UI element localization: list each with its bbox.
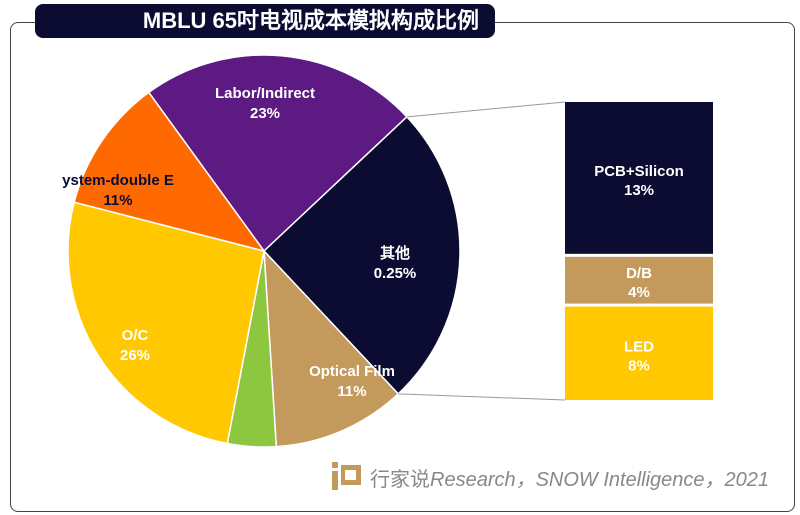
- breakdown-name-label: D/B: [626, 265, 652, 282]
- pie-slice: [67, 201, 265, 445]
- breakdown-value-label: 4%: [628, 284, 650, 301]
- breakdown-name-label: PCB+Silicon: [594, 163, 684, 180]
- slice-value-label: 23%: [250, 105, 280, 122]
- slice-name-label: O/C: [122, 327, 149, 344]
- slice-name-label: Optical Film: [309, 363, 395, 380]
- breakdown-bar-segment: [565, 256, 713, 304]
- breakdown-value-label: 8%: [628, 357, 650, 374]
- source-cn: 行家说: [370, 468, 430, 491]
- breakdown-name-label: LED: [624, 338, 654, 355]
- slice-value-label: 0.25%: [374, 265, 417, 282]
- breakdown-bar-segment: [565, 306, 713, 400]
- slice-name-label: 其他: [380, 244, 410, 262]
- logo-icon: [332, 462, 361, 490]
- connector-line: [398, 393, 566, 401]
- slice-name-label: ystem-double E: [62, 172, 174, 189]
- breakdown-value-label: 13%: [624, 182, 654, 199]
- pie-slice: [147, 54, 408, 253]
- source-text: Research，SNOW Intelligence，2021: [430, 468, 770, 491]
- chart-title: MBLU 65吋电视成本模拟构成比例: [35, 4, 495, 38]
- breakdown-bar-segment: [565, 102, 713, 254]
- source-credit: 行家说 Research，SNOW Intelligence，2021: [332, 462, 769, 492]
- pie-slice: [263, 248, 400, 448]
- slice-name-label: Labor/Indirect: [215, 85, 315, 102]
- slice-value-label: 11%: [103, 192, 132, 209]
- connector-line: [406, 101, 566, 118]
- slice-value-label: 11%: [337, 383, 366, 400]
- slice-value-label: 26%: [120, 347, 150, 364]
- pie-slice: [262, 115, 461, 395]
- pie-slice: [73, 91, 266, 253]
